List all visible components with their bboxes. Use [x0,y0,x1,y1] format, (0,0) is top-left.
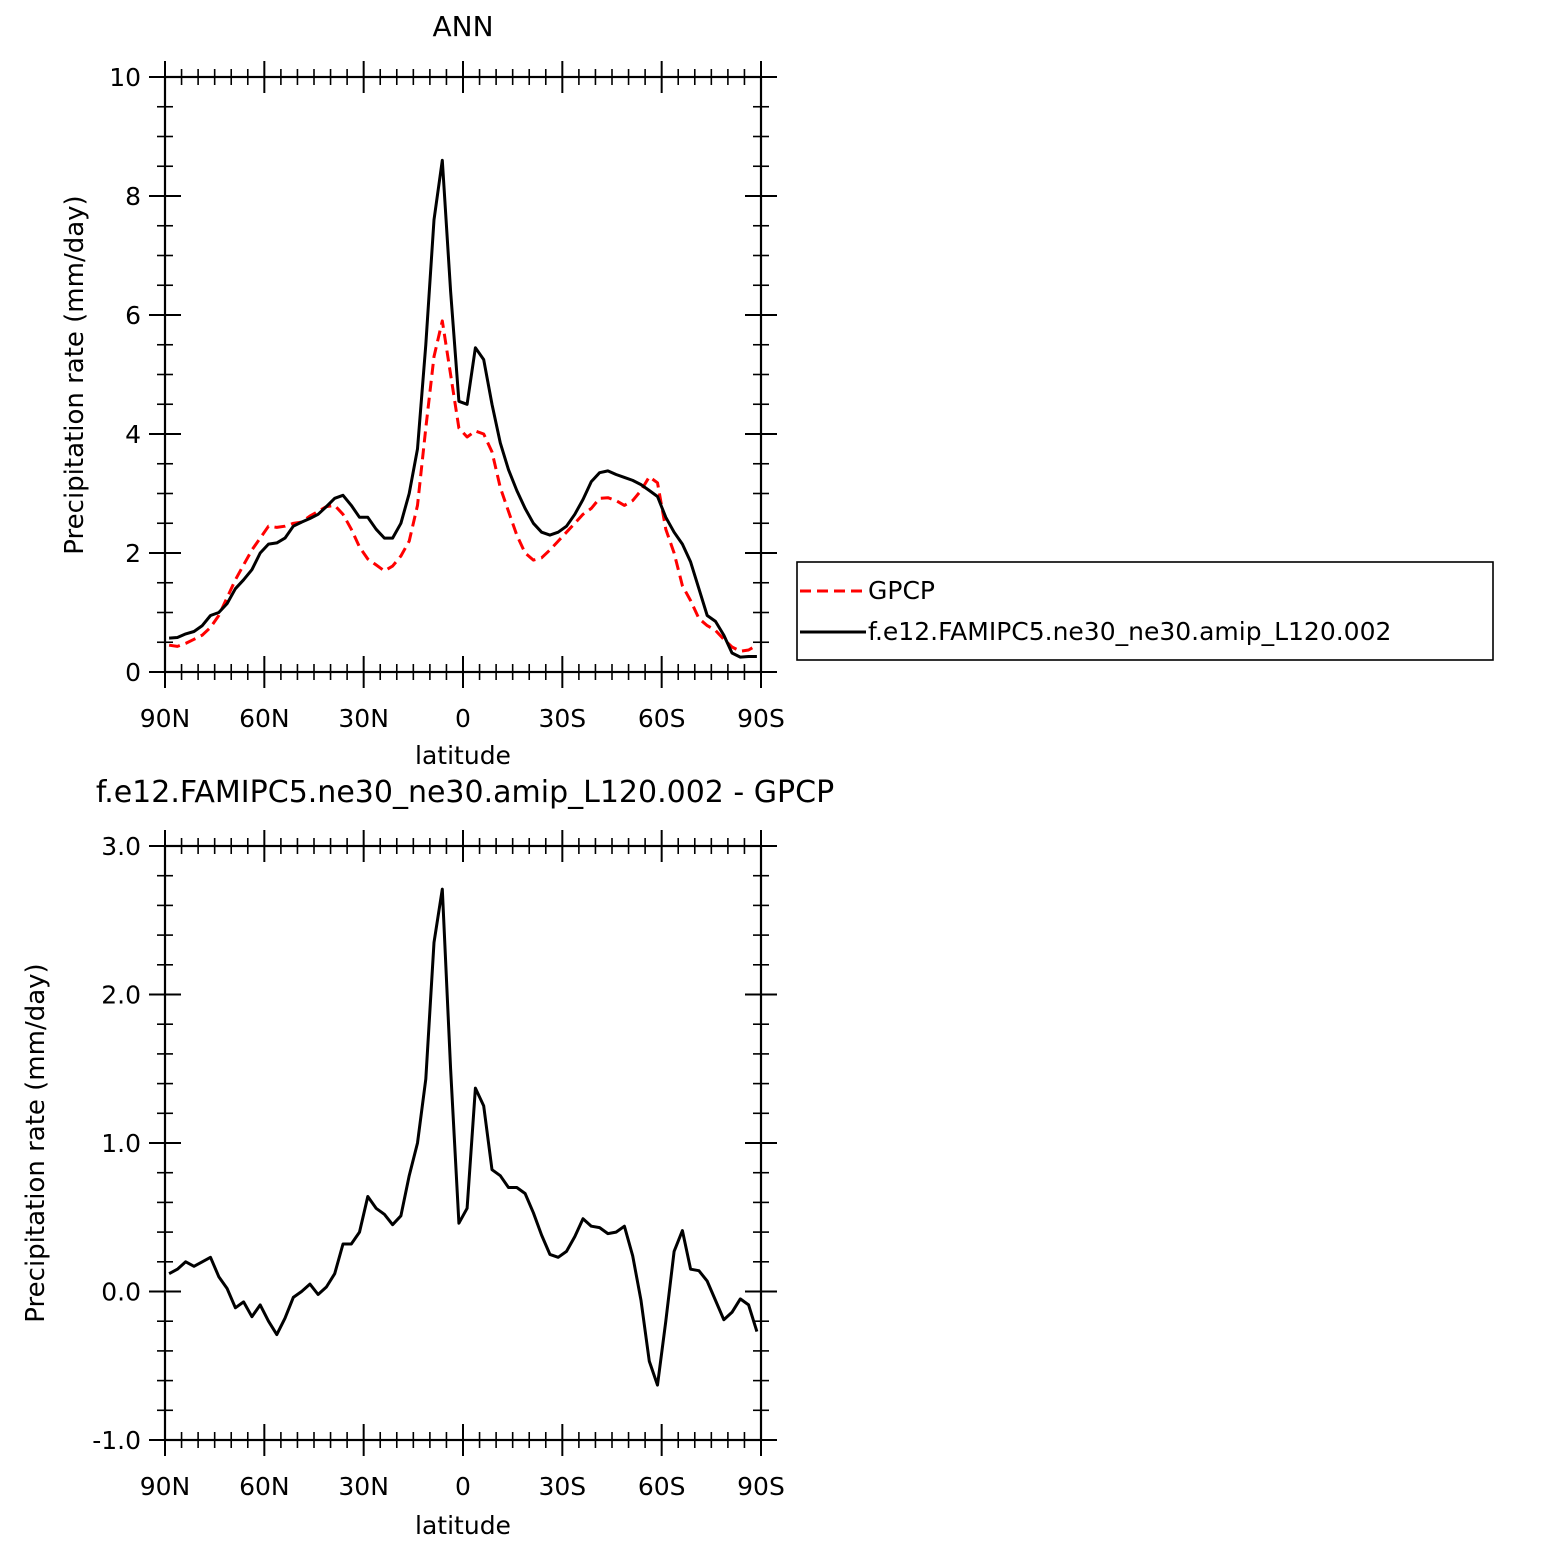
x-tick-label: 90S [737,1472,785,1501]
x-tick-label: 90N [140,1472,191,1501]
top-series [168,158,758,659]
bottom-y-axis-label: Precipitation rate (mm/day) [21,963,51,1322]
x-tick-label: 0 [455,1472,471,1501]
bottom-plot-frame [163,844,763,1442]
y-tick-label: 1.0 [101,1129,141,1158]
x-tick-label: 0 [455,704,471,733]
x-tick-label: 30S [538,704,586,733]
bottom-chart-title: f.e12.FAMIPC5.ne30_ne30.amip_L120.002 - … [96,775,834,810]
x-tick-label: 90N [140,704,191,733]
bottom-panel: f.e12.FAMIPC5.ne30_ne30.amip_L120.002 - … [21,775,834,1540]
y-tick-label: 0 [125,658,141,687]
top-y-axis-label: Precipitation rate (mm/day) [60,195,90,554]
gpcp-series-line [168,319,758,653]
top-tick-labels: 0 2 4 6 8 10 90N 60N 30N 0 30S 60S 90S [109,63,785,733]
x-tick-label: 60S [638,704,686,733]
y-tick-label: -1.0 [92,1426,141,1455]
top-chart-title: ANN [432,10,493,43]
x-tick-label: 30N [338,1472,389,1501]
top-ticks [149,61,777,688]
y-tick-label: 6 [125,301,141,330]
y-tick-label: 8 [125,182,141,211]
x-tick-label: 90S [737,704,785,733]
x-tick-label: 60N [239,1472,290,1501]
y-tick-label: 10 [109,63,141,92]
x-tick-label: 30N [338,704,389,733]
x-tick-label: 60N [239,704,290,733]
y-tick-label: 2 [125,539,141,568]
legend-model-label: f.e12.FAMIPC5.ne30_ne30.amip_L120.002 [868,617,1391,646]
bottom-ticks [149,830,777,1456]
x-tick-label: 60S [638,1472,686,1501]
top-panel: ANN Precipitation rate (mm/day) latitude… [60,10,785,770]
legend: GPCP f.e12.FAMIPC5.ne30_ne30.amip_L120.0… [796,561,1494,661]
legend-box [796,561,1494,661]
x-tick-label: 30S [538,1472,586,1501]
y-tick-label: 3.0 [101,832,141,861]
y-tick-label: 2.0 [101,981,141,1010]
y-tick-label: 0.0 [101,1278,141,1307]
bottom-series [168,887,759,1387]
bottom-x-axis-label: latitude [415,1511,511,1540]
top-x-axis-label: latitude [415,741,511,770]
legend-gpcp-label: GPCP [868,576,935,605]
top-plot-frame [163,75,763,674]
y-tick-label: 4 [125,420,141,449]
model-series-line [168,887,759,1387]
model-series-line [168,158,757,659]
bottom-tick-labels: -1.0 0.0 1.0 2.0 3.0 90N 60N 30N 0 30S 60S 90S [92,832,785,1501]
